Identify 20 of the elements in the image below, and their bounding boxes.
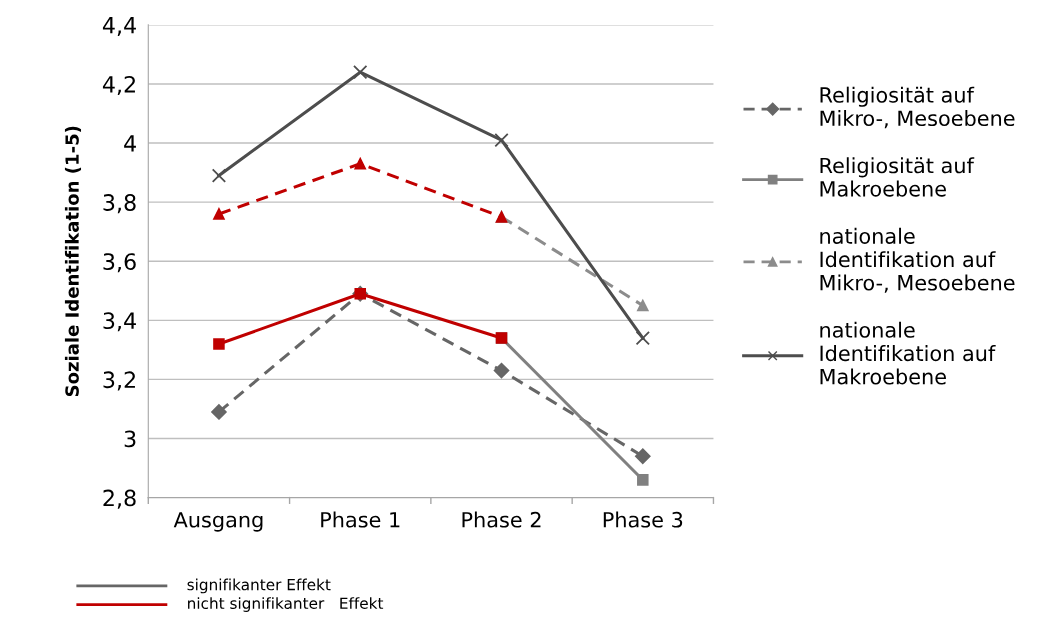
- legend-label: nationale Identifikation auf Makroebene: [820, 321, 996, 385]
- text: signifikanter Effekt: [187, 578, 331, 594]
- text: nicht signifikanter Effekt: [188, 597, 384, 612]
- x-tick-label: Phase 1: [321, 511, 400, 528]
- y-tick-label: 4: [124, 135, 136, 152]
- legend-label: nationale Identifikation auf Mikro-, Mesoebene: [820, 227, 1015, 293]
- legend-label: Religiosität auf Mikro-, Mesoebene: [820, 86, 1015, 129]
- legend-label: Religiosität auf Makroebene: [820, 157, 975, 197]
- x-tick-label: Phase 2: [462, 511, 541, 528]
- x-tick-label: Ausgang: [173, 512, 263, 532]
- y-axis-title: Soziale Identifikation (1-5): [64, 126, 82, 397]
- x-tick-label: Phase 3: [603, 511, 683, 528]
- y-tick-label: 3,4: [103, 312, 136, 332]
- y-tick-label: 4,2: [102, 75, 135, 95]
- y-tick-label: 3,6: [103, 253, 136, 273]
- y-tick-label: 3,8: [103, 194, 136, 214]
- y-tick-label: 2,8: [103, 489, 136, 509]
- y-tick-label: 4,4: [102, 17, 136, 36]
- y-tick-label: 3,2: [103, 371, 135, 391]
- y-tick-label: 3: [124, 430, 136, 448]
